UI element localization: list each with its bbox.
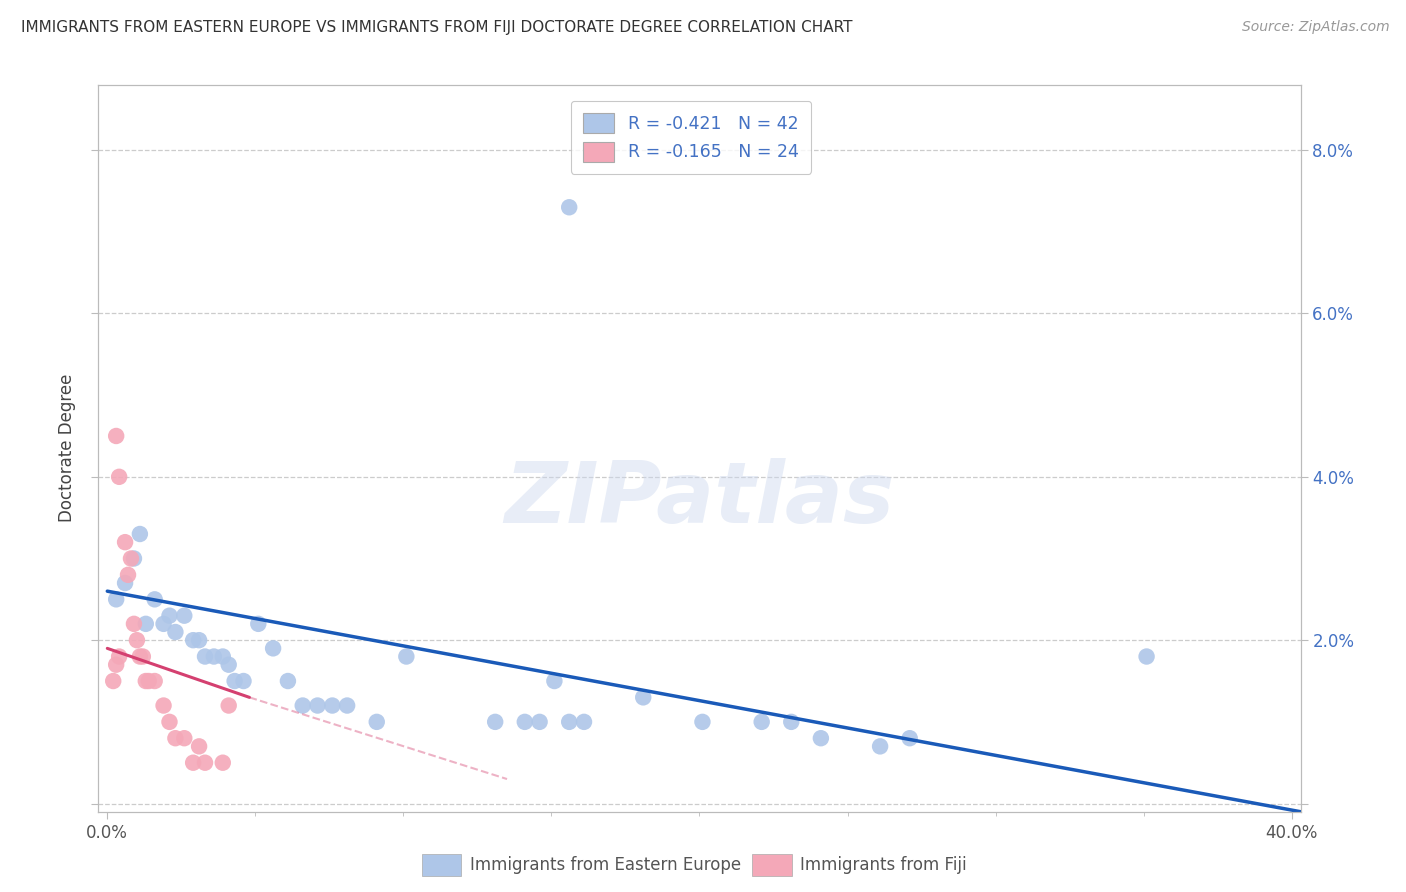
Point — [152, 616, 174, 631]
Point — [181, 756, 204, 770]
Point — [395, 649, 418, 664]
Point — [194, 756, 217, 770]
Point — [321, 698, 343, 713]
Point — [262, 641, 284, 656]
Point — [105, 657, 128, 672]
Point — [152, 698, 174, 713]
Point — [307, 698, 329, 713]
Point — [780, 714, 803, 729]
Text: Source: ZipAtlas.com: Source: ZipAtlas.com — [1241, 20, 1389, 34]
Point — [336, 698, 359, 713]
Point — [125, 633, 148, 648]
Point — [159, 714, 181, 729]
Point — [543, 673, 565, 688]
Point — [751, 714, 773, 729]
Point — [898, 731, 921, 746]
Point — [122, 551, 145, 566]
Point — [1135, 649, 1157, 664]
Point — [218, 657, 240, 672]
Point — [484, 714, 506, 729]
Point — [108, 470, 131, 484]
Point — [165, 625, 187, 640]
Point — [232, 673, 254, 688]
Y-axis label: Doctorate Degree: Doctorate Degree — [58, 374, 76, 523]
Point — [631, 690, 654, 705]
Point — [165, 731, 187, 746]
Point — [188, 633, 211, 648]
Point — [181, 633, 204, 648]
Point — [128, 527, 150, 541]
Point — [291, 698, 314, 713]
Legend: R = -0.421   N = 42, R = -0.165   N = 24: R = -0.421 N = 42, R = -0.165 N = 24 — [571, 101, 811, 174]
Text: ZIPatlas: ZIPatlas — [505, 458, 894, 541]
Point — [218, 698, 240, 713]
Point — [103, 673, 125, 688]
Point — [558, 200, 581, 214]
Point — [128, 649, 150, 664]
Text: Immigrants from Eastern Europe: Immigrants from Eastern Europe — [470, 856, 741, 874]
Point — [159, 608, 181, 623]
Point — [188, 739, 211, 754]
Point — [513, 714, 536, 729]
Text: Immigrants from Fiji: Immigrants from Fiji — [800, 856, 967, 874]
Point — [108, 649, 131, 664]
Point — [135, 673, 157, 688]
Point — [558, 714, 581, 729]
Text: IMMIGRANTS FROM EASTERN EUROPE VS IMMIGRANTS FROM FIJI DOCTORATE DEGREE CORRELAT: IMMIGRANTS FROM EASTERN EUROPE VS IMMIGR… — [21, 20, 852, 35]
Point — [114, 535, 136, 549]
Point — [105, 429, 128, 443]
Point — [572, 714, 595, 729]
Point — [143, 592, 166, 607]
Point — [869, 739, 891, 754]
Point — [211, 649, 233, 664]
Point — [277, 673, 299, 688]
Point — [138, 673, 160, 688]
Point — [105, 592, 128, 607]
Point — [529, 714, 551, 729]
Point — [211, 756, 233, 770]
Point — [132, 649, 155, 664]
Point — [247, 616, 270, 631]
Point — [122, 616, 145, 631]
Point — [173, 731, 195, 746]
Point — [120, 551, 142, 566]
Point — [224, 673, 246, 688]
Point — [114, 576, 136, 591]
Point — [117, 567, 139, 582]
Point — [202, 649, 225, 664]
Point — [366, 714, 388, 729]
Point — [810, 731, 832, 746]
Point — [194, 649, 217, 664]
Point — [173, 608, 195, 623]
Point — [143, 673, 166, 688]
Point — [135, 616, 157, 631]
Point — [692, 714, 714, 729]
